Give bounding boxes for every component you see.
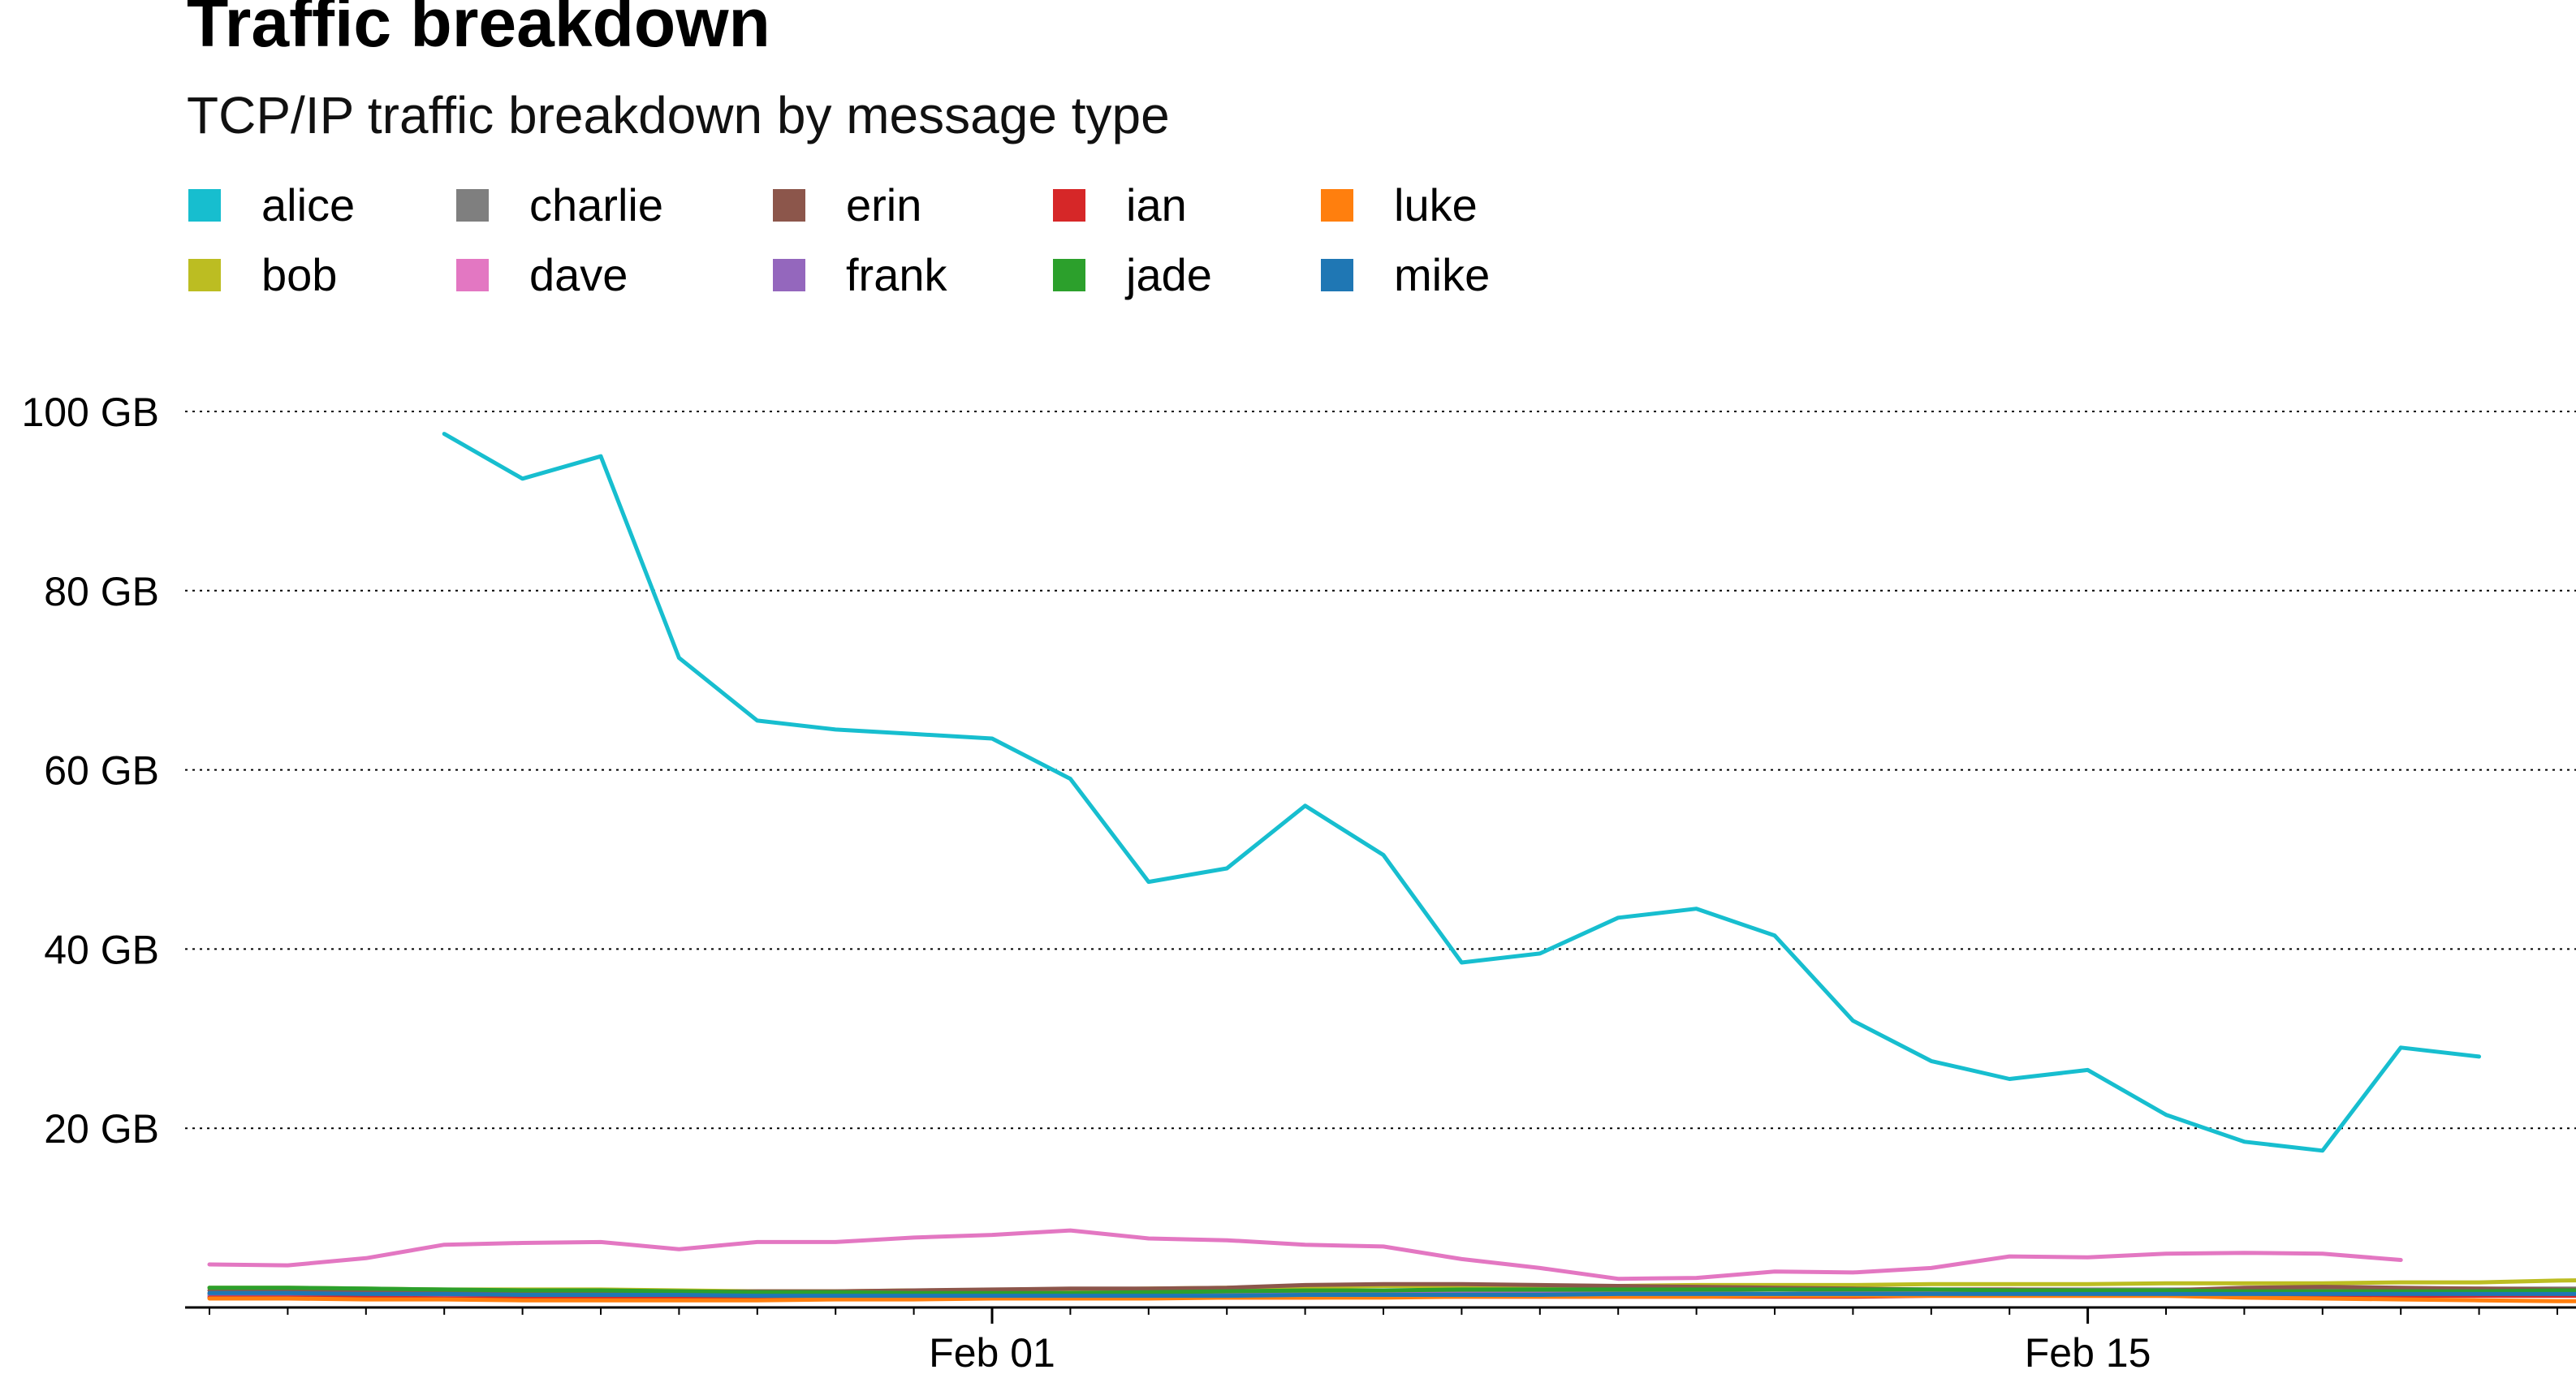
chart-subtitle: TCP/IP traffic breakdown by message type [187,86,1170,144]
legend-swatch [1321,189,1353,222]
legend-label: dave [529,249,628,300]
legend-item-erin: erin [773,180,1053,230]
legend-label: luke [1394,179,1478,230]
legend-label: frank [846,249,947,300]
legend-label: erin [846,179,922,230]
legend-item-dave: dave [456,250,773,300]
x-tick-label: Feb 15 [2025,1330,2151,1374]
legend: alice bob charlie dave erin frank ian jade luke m… [188,180,1564,300]
chart-title: Traffic breakdown [187,0,770,61]
legend-swatch [1053,259,1085,291]
legend-swatch [1321,259,1353,291]
series-line-dave [207,1228,2403,1281]
legend-item-ian: ian [1053,180,1321,230]
series-line-alice [442,432,2482,1153]
legend-label: mike [1394,249,1491,300]
y-tick-label: 80 GB [44,569,159,614]
legend-label: charlie [529,179,663,230]
legend-item-frank: frank [773,250,1053,300]
legend-swatch [456,189,489,222]
legend-swatch [188,259,221,291]
legend-label: jade [1126,249,1212,300]
legend-label: alice [261,179,356,230]
y-tick-label: 60 GB [44,748,159,794]
legend-item-jade: jade [1053,250,1321,300]
legend-item-luke: luke [1321,180,1564,230]
legend-swatch [456,259,489,291]
series-line-jade [207,1286,2576,1295]
series-line-mike [207,1290,2576,1299]
legend-item-alice: alice [188,180,456,230]
y-tick-label: 100 GB [21,390,159,435]
legend-item-mike: mike [1321,250,1564,300]
legend-swatch [1053,189,1085,222]
legend-label: ian [1126,179,1187,230]
legend-swatch [773,259,805,291]
x-tick-label: Feb 01 [929,1330,1055,1374]
y-tick-label: 20 GB [44,1106,159,1152]
legend-label: bob [261,249,338,300]
legend-swatch [188,189,221,222]
legend-swatch [773,189,805,222]
y-tick-label: 40 GB [44,927,159,972]
series-line-luke [207,1294,2576,1303]
legend-item-bob: bob [188,250,456,300]
legend-item-charlie: charlie [456,180,773,230]
